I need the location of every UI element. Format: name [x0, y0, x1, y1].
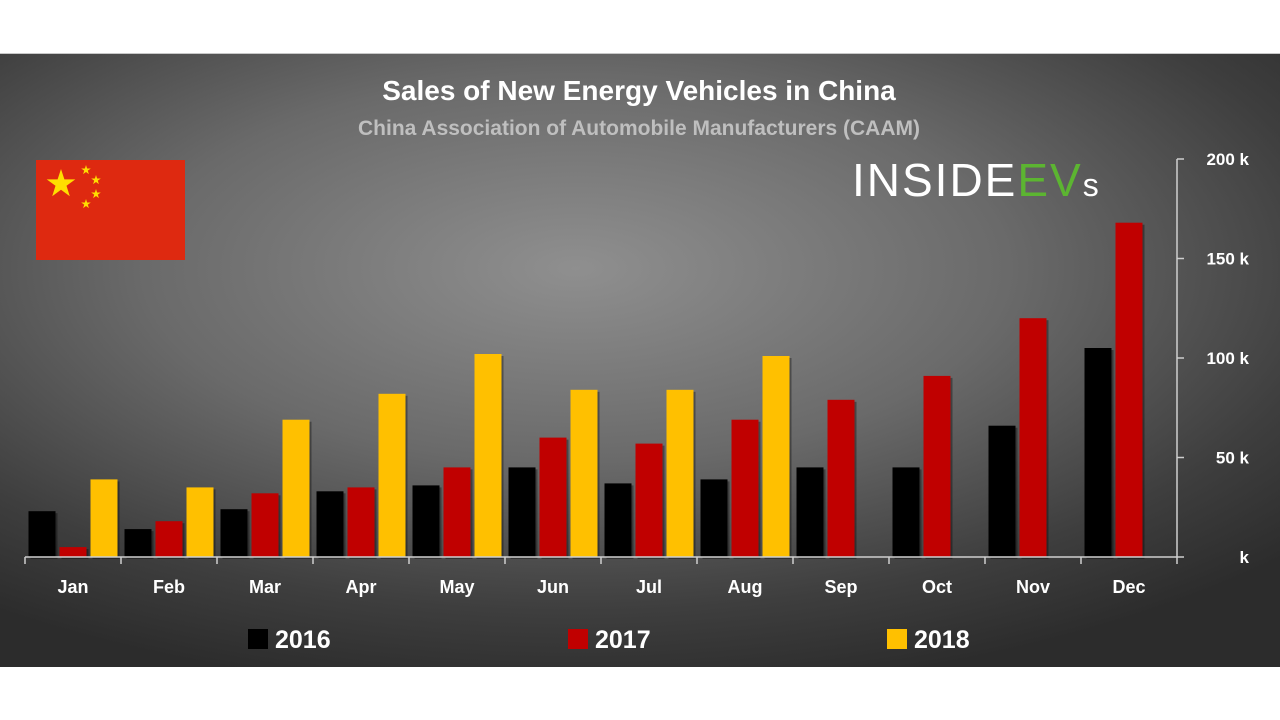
bar-2016-Aug	[700, 479, 728, 557]
legend-swatch-2017	[568, 629, 588, 649]
x-tick-label-Aug: Aug	[728, 577, 763, 597]
logo-accent-text: EV	[1017, 154, 1082, 206]
logo-suffix-text: s	[1083, 167, 1101, 203]
bar-2017-Jul	[635, 443, 663, 557]
y-tick-label-50: 50 k	[1216, 449, 1250, 468]
bars-layer	[28, 222, 1145, 559]
bar-2016-Apr	[316, 491, 344, 557]
x-tick-label-Dec: Dec	[1112, 577, 1145, 597]
x-tick-label-Oct: Oct	[922, 577, 952, 597]
bar-2018-Aug	[762, 356, 790, 557]
flag-big-star	[46, 169, 76, 197]
bar-2017-Aug	[731, 419, 759, 557]
x-tick-label-Apr: Apr	[346, 577, 377, 597]
bar-2017-Oct	[923, 375, 951, 557]
bar-2017-Feb	[155, 521, 183, 557]
bar-2016-Jun	[508, 467, 536, 557]
bar-2016-Jul	[604, 483, 632, 557]
insideevs-logo: INSIDEEVs	[852, 154, 1101, 206]
x-tick-label-Jan: Jan	[57, 577, 88, 597]
x-tick-label-Feb: Feb	[153, 577, 185, 597]
axes-layer: Jan Feb Mar Apr May Jun Jul Aug Sep Oct Nov Dec k 50 …	[24, 150, 1250, 597]
bar-2017-Sep	[827, 399, 855, 557]
bar-2016-Sep	[796, 467, 824, 557]
legend-label-2016: 2016	[275, 626, 331, 654]
chart-subtitle: China Association of Automobile Manufact…	[358, 117, 920, 140]
bar-2018-Jul	[666, 389, 694, 557]
logo-main-text: INSIDE	[852, 154, 1017, 206]
bar-2016-Mar	[220, 509, 248, 557]
bar-2017-Jun	[539, 437, 567, 557]
chart-title: Sales of New Energy Vehicles in China	[382, 75, 896, 106]
bar-2016-Feb	[124, 529, 152, 557]
legend-label-2018: 2018	[914, 626, 970, 654]
bar-2018-Jun	[570, 389, 598, 557]
china-flag-icon	[36, 160, 185, 260]
x-tick-label-Sep: Sep	[824, 577, 857, 597]
y-tick-label-0: k	[1240, 548, 1250, 567]
legend-swatch-2018	[887, 629, 907, 649]
legend-label-2017: 2017	[595, 626, 651, 654]
y-tick-label-100: 100 k	[1206, 349, 1249, 368]
flag-small-star-4	[81, 199, 91, 209]
x-tick-label-Mar: Mar	[249, 577, 281, 597]
y-tick-label-200: 200 k	[1206, 150, 1249, 169]
bar-2017-Apr	[347, 487, 375, 557]
y-tick-label-150: 150 k	[1206, 250, 1249, 269]
x-tick-label-Jun: Jun	[537, 577, 569, 597]
x-tick-label-Jul: Jul	[636, 577, 662, 597]
bar-2017-May	[443, 467, 471, 557]
flag-small-star-1	[81, 165, 91, 175]
bar-2016-Jan	[28, 511, 56, 557]
bar-2016-Oct	[892, 467, 920, 557]
bar-2018-Apr	[378, 393, 406, 557]
bar-2017-Jan	[59, 547, 87, 557]
bar-2018-Mar	[282, 419, 310, 557]
bar-2017-Mar	[251, 493, 279, 557]
bar-2016-Nov	[988, 425, 1016, 557]
legend-layer: 2016 2017 2018	[248, 626, 970, 654]
chart-panel: Sales of New Energy Vehicles in China Ch…	[0, 53, 1280, 667]
bar-2017-Nov	[1019, 318, 1047, 557]
x-tick-label-Nov: Nov	[1016, 577, 1050, 597]
bar-2018-Jan	[90, 479, 118, 557]
legend-swatch-2016	[248, 629, 268, 649]
bar-2017-Dec	[1115, 222, 1143, 557]
flag-field	[36, 160, 185, 260]
x-tick-label-May: May	[439, 577, 474, 597]
bar-2016-Dec	[1084, 348, 1112, 557]
bar-2018-Feb	[186, 487, 214, 557]
bar-2016-May	[412, 485, 440, 557]
flag-small-star-3	[91, 189, 101, 199]
bar-chart: Sales of New Energy Vehicles in China Ch…	[24, 75, 1250, 654]
flag-small-star-2	[91, 175, 101, 185]
bar-2018-May	[474, 354, 502, 557]
